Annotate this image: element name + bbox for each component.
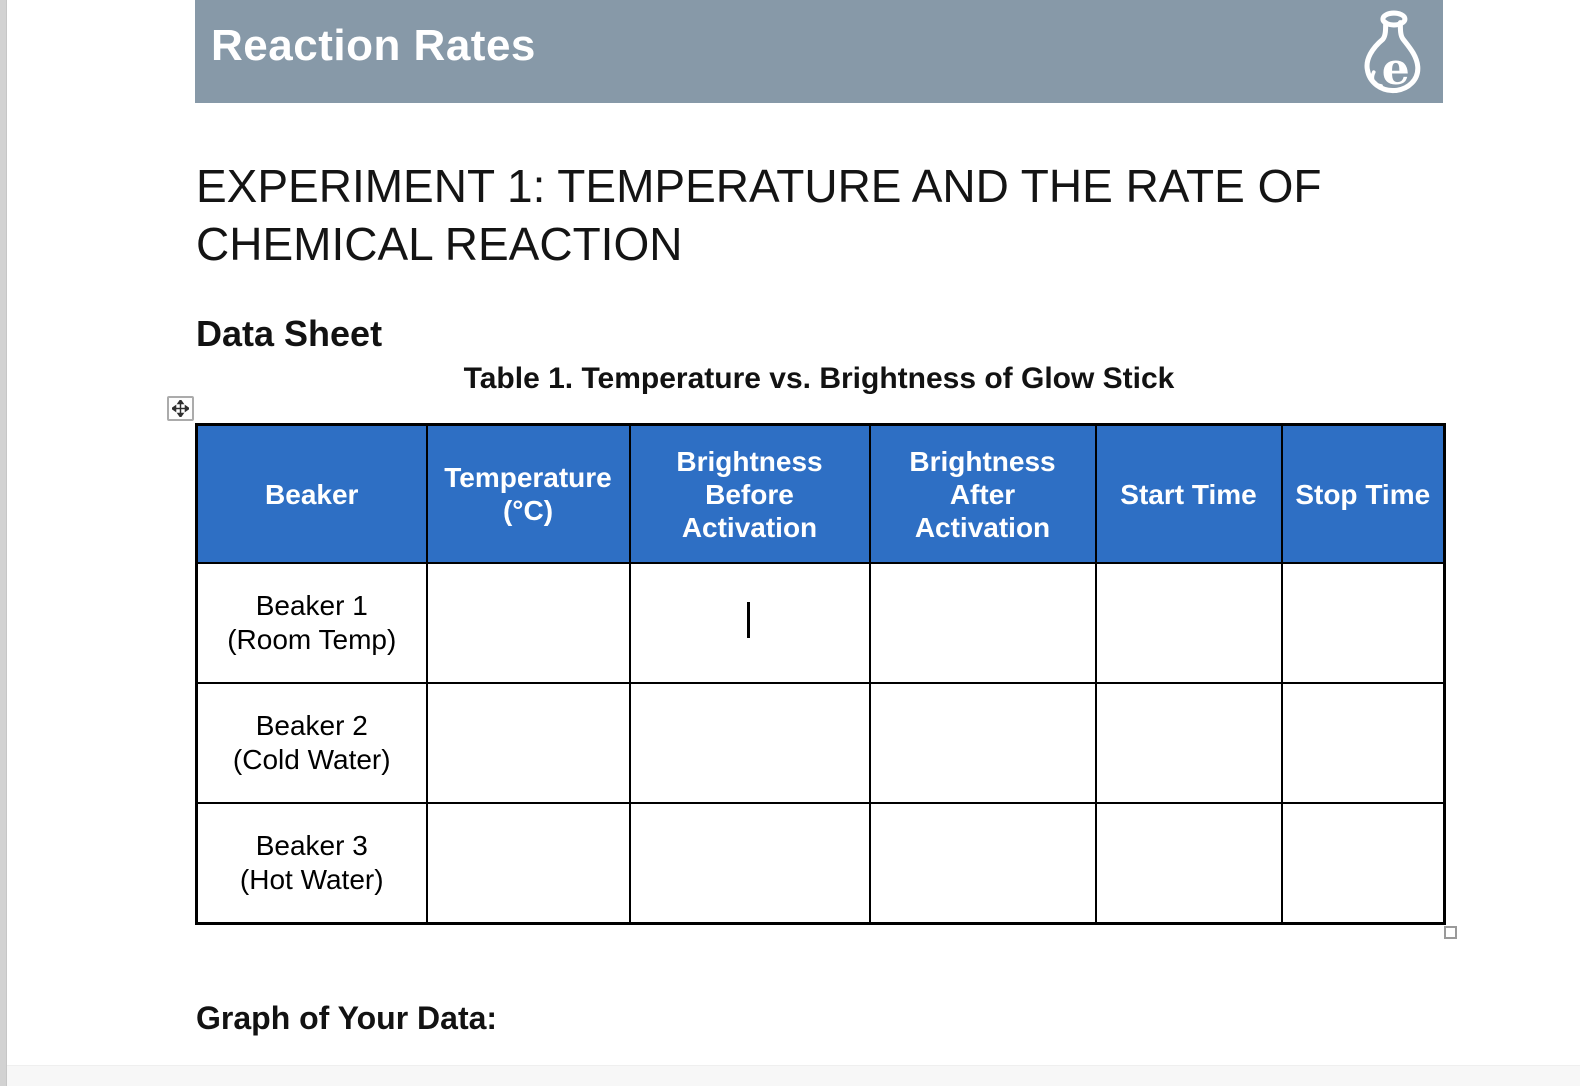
cell-beaker-2-start-time[interactable] (1094, 682, 1283, 804)
cell-beaker-1-label[interactable]: Beaker 1 (Room Temp) (195, 562, 428, 684)
column-header-start-time[interactable]: Start Time (1094, 423, 1283, 564)
table-row-beaker-3: Beaker 3 (Hot Water) (195, 802, 1446, 925)
cell-beaker-3-stop-time[interactable] (1280, 802, 1446, 925)
table-resize-handle[interactable] (1444, 926, 1457, 939)
column-header-brightness-before[interactable]: Brightness Before Activation (628, 423, 871, 564)
experiment-title-line1: EXPERIMENT 1: TEMPERATURE AND THE RATE O… (196, 159, 1322, 212)
cell-beaker-3-brightness-after[interactable] (868, 802, 1097, 925)
cell-beaker-3-start-time[interactable] (1094, 802, 1283, 925)
viewport-bottom-band (7, 1065, 1580, 1086)
window-left-edge (0, 0, 7, 1086)
table-move-handle[interactable] (167, 396, 194, 421)
text-caret (747, 602, 750, 638)
experiment-title: EXPERIMENT 1: TEMPERATURE AND THE RATE O… (196, 157, 1322, 273)
column-header-beaker[interactable]: Beaker (195, 423, 428, 564)
cell-beaker-3-brightness-before[interactable] (628, 802, 871, 925)
document-banner[interactable]: Reaction Rates e (195, 0, 1443, 103)
cell-beaker-1-start-time[interactable] (1094, 562, 1283, 684)
cell-beaker-1-temperature[interactable] (425, 562, 631, 684)
cell-beaker-3-temperature[interactable] (425, 802, 631, 925)
cell-beaker-2-brightness-before[interactable] (628, 682, 871, 804)
table-row-beaker-2: Beaker 2 (Cold Water) (195, 682, 1446, 804)
column-header-brightness-after[interactable]: Brightness After Activation (868, 423, 1097, 564)
graph-heading: Graph of Your Data: (196, 999, 498, 1036)
cell-beaker-1-stop-time[interactable] (1280, 562, 1446, 684)
data-sheet-heading: Data Sheet (196, 312, 383, 354)
experiment-title-line2: CHEMICAL REACTION (196, 217, 683, 270)
flask-icon: e (1364, 10, 1421, 95)
table-header-row: Beaker Temperature (°C) Brightness Befor… (195, 423, 1446, 564)
cell-beaker-2-temperature[interactable] (425, 682, 631, 804)
cell-beaker-1-brightness-after[interactable] (868, 562, 1097, 684)
cell-beaker-2-label[interactable]: Beaker 2 (Cold Water) (195, 682, 428, 804)
table-row-beaker-1: Beaker 1 (Room Temp) (195, 562, 1446, 684)
cell-beaker-2-brightness-after[interactable] (868, 682, 1097, 804)
banner-title: Reaction Rates (211, 20, 536, 70)
cell-beaker-2-stop-time[interactable] (1280, 682, 1446, 804)
data-table: Beaker Temperature (°C) Brightness Befor… (195, 423, 1446, 925)
column-header-temperature[interactable]: Temperature (°C) (425, 423, 631, 564)
svg-text:e: e (1382, 44, 1410, 95)
column-header-stop-time[interactable]: Stop Time (1280, 423, 1446, 564)
move-icon (172, 400, 189, 417)
cell-beaker-3-label[interactable]: Beaker 3 (Hot Water) (195, 802, 428, 925)
table-caption: Table 1. Temperature vs. Brightness of G… (463, 362, 1175, 395)
